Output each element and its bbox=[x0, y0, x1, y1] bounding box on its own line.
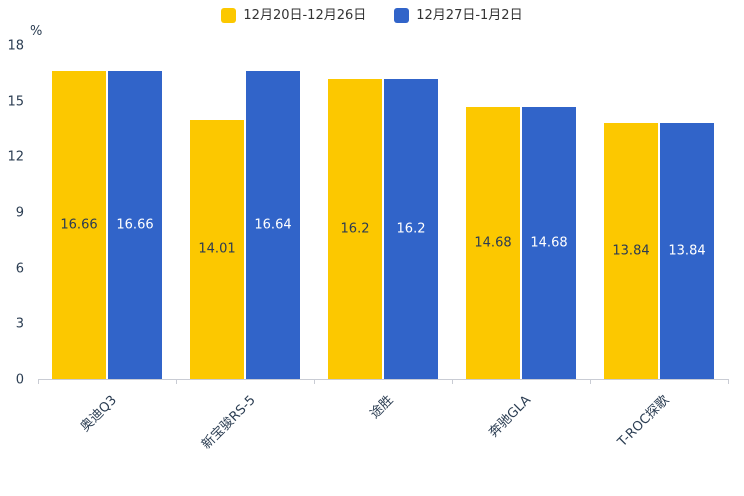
bar[interactable]: 16.2 bbox=[384, 79, 438, 379]
bar[interactable]: 13.84 bbox=[660, 122, 714, 379]
legend-label: 12月20日-12月26日 bbox=[243, 8, 367, 23]
bar-group: 13.84 13.84 bbox=[590, 46, 728, 379]
bar[interactable]: 16.64 bbox=[246, 71, 300, 379]
bar-group: 16.66 16.66 bbox=[38, 46, 176, 379]
bar-value-label: 14.68 bbox=[474, 235, 512, 251]
y-tick-label: 12 bbox=[7, 149, 24, 165]
y-tick-label: 6 bbox=[15, 261, 24, 277]
legend-swatch bbox=[221, 8, 237, 23]
y-tick-label: 9 bbox=[15, 205, 24, 221]
x-axis-tick bbox=[314, 379, 315, 384]
bar-group: 14.01 16.64 bbox=[176, 46, 314, 379]
bar[interactable]: 14.01 bbox=[190, 119, 244, 379]
bar-value-label: 13.84 bbox=[612, 243, 650, 259]
x-axis-label: 奥迪Q3 bbox=[78, 392, 121, 435]
bar-value-label: 13.84 bbox=[668, 243, 706, 259]
bar-value-label: 16.64 bbox=[254, 217, 292, 233]
y-tick-label: 18 bbox=[7, 38, 24, 54]
bar[interactable]: 16.66 bbox=[52, 70, 106, 379]
bar[interactable]: 16.66 bbox=[108, 70, 162, 379]
x-axis-label: 新宝骏RS-5 bbox=[198, 392, 259, 453]
x-axis-label: T-ROC探歌 bbox=[615, 392, 673, 450]
x-axis-label: 奔驰GLA bbox=[486, 392, 535, 441]
bar-value-label: 14.68 bbox=[530, 235, 568, 251]
bar-value-label: 14.01 bbox=[198, 241, 236, 257]
bar-value-label: 16.66 bbox=[116, 217, 154, 233]
y-tick-label: 0 bbox=[15, 372, 24, 388]
y-tick-label: 3 bbox=[15, 316, 24, 332]
x-axis-tick bbox=[452, 379, 453, 384]
bar[interactable]: 14.68 bbox=[466, 107, 520, 379]
bar-group: 16.2 16.2 bbox=[314, 46, 452, 379]
y-axis: 0 3 6 9 12 15 18 bbox=[0, 40, 32, 387]
bar-value-label: 16.66 bbox=[60, 217, 98, 233]
x-axis-tick bbox=[38, 379, 39, 384]
y-axis-unit-label: % bbox=[30, 24, 43, 39]
legend-swatch bbox=[394, 8, 410, 23]
legend-label: 12月27日-1月2日 bbox=[416, 8, 523, 23]
bar[interactable]: 16.2 bbox=[328, 79, 382, 379]
bar-group: 14.68 14.68 bbox=[452, 46, 590, 379]
plot-area: 16.66 16.66 14.01 16.64 16.2 16.2 14.68 14.68 13… bbox=[38, 46, 729, 384]
x-axis-label: 途胜 bbox=[367, 392, 397, 422]
x-axis-tick bbox=[590, 379, 591, 384]
legend-item-1[interactable]: 12月27日-1月2日 bbox=[394, 8, 523, 23]
legend-item-0[interactable]: 12月20日-12月26日 bbox=[221, 8, 366, 23]
legend: 12月20日-12月26日 12月27日-1月2日 bbox=[0, 8, 744, 23]
bar[interactable]: 13.84 bbox=[604, 122, 658, 379]
y-tick-label: 15 bbox=[7, 94, 24, 110]
x-axis-tick bbox=[728, 379, 729, 384]
bar-value-label: 16.2 bbox=[340, 221, 370, 237]
bar[interactable]: 14.68 bbox=[522, 107, 576, 379]
bar-value-label: 16.2 bbox=[396, 221, 426, 237]
x-axis-tick bbox=[176, 379, 177, 384]
